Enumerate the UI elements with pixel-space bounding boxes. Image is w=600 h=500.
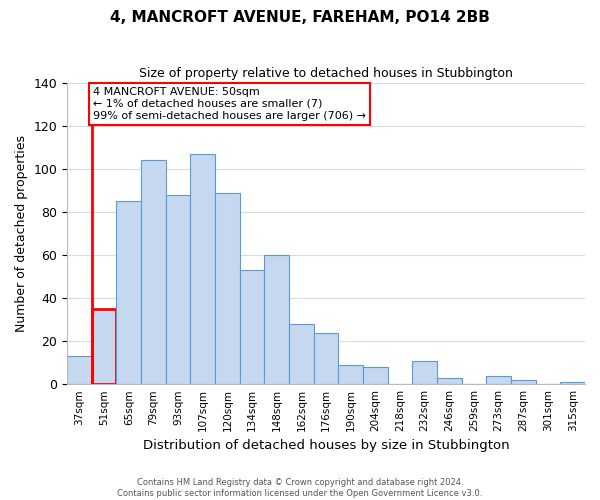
Bar bbox=[116, 202, 141, 384]
Bar bbox=[487, 376, 511, 384]
Bar bbox=[289, 324, 314, 384]
Bar bbox=[560, 382, 585, 384]
X-axis label: Distribution of detached houses by size in Stubbington: Distribution of detached houses by size … bbox=[143, 440, 509, 452]
Bar bbox=[166, 195, 190, 384]
Bar bbox=[141, 160, 166, 384]
Text: 4, MANCROFT AVENUE, FAREHAM, PO14 2BB: 4, MANCROFT AVENUE, FAREHAM, PO14 2BB bbox=[110, 10, 490, 25]
Bar bbox=[338, 365, 363, 384]
Bar bbox=[190, 154, 215, 384]
Text: 4 MANCROFT AVENUE: 50sqm
← 1% of detached houses are smaller (7)
99% of semi-det: 4 MANCROFT AVENUE: 50sqm ← 1% of detache… bbox=[93, 88, 366, 120]
Title: Size of property relative to detached houses in Stubbington: Size of property relative to detached ho… bbox=[139, 68, 513, 80]
Bar bbox=[215, 193, 240, 384]
Y-axis label: Number of detached properties: Number of detached properties bbox=[15, 135, 28, 332]
Bar bbox=[363, 367, 388, 384]
Bar bbox=[92, 309, 116, 384]
Bar bbox=[265, 255, 289, 384]
Bar bbox=[437, 378, 462, 384]
Bar bbox=[67, 356, 92, 384]
Bar bbox=[240, 270, 265, 384]
Bar bbox=[511, 380, 536, 384]
Bar bbox=[314, 332, 338, 384]
Text: Contains HM Land Registry data © Crown copyright and database right 2024.
Contai: Contains HM Land Registry data © Crown c… bbox=[118, 478, 482, 498]
Bar bbox=[412, 360, 437, 384]
